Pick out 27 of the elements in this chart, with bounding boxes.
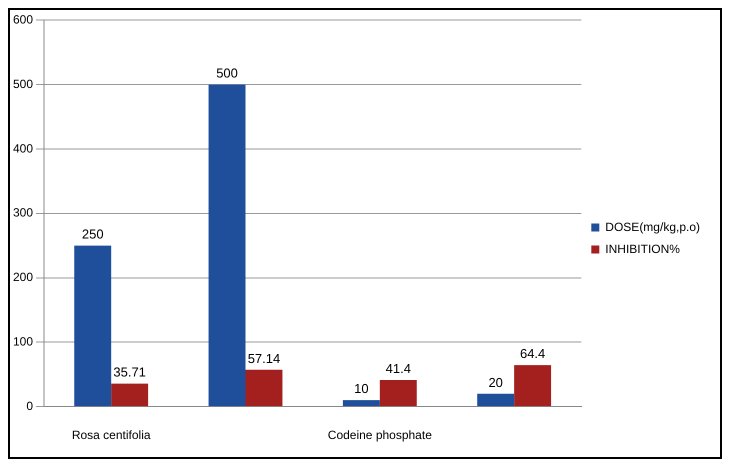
- bar: [246, 370, 282, 406]
- data-label: 35.71: [113, 364, 146, 380]
- y-tick-label: 100: [12, 334, 34, 349]
- data-label: 57.14: [248, 350, 280, 366]
- data-label: 41.4: [386, 361, 411, 376]
- data-label: 500: [216, 66, 238, 81]
- bar: [208, 84, 246, 406]
- data-label: 20: [488, 374, 503, 390]
- x-tick-label: Codeine phosphate: [328, 428, 432, 442]
- y-tick-label: 300: [12, 206, 34, 220]
- y-tick-label: 600: [12, 12, 34, 27]
- y-tick-label: 500: [12, 76, 34, 91]
- legend-label: INHIBITION%: [605, 242, 680, 256]
- y-tick-label: 200: [12, 270, 34, 284]
- bar: [380, 380, 417, 406]
- bar: [342, 400, 380, 406]
- data-label: 10: [354, 381, 369, 396]
- data-label: 64.4: [520, 346, 546, 362]
- bar: [477, 394, 514, 406]
- bar: [111, 384, 148, 406]
- y-tick-label: 0: [26, 398, 34, 413]
- x-tick-label: Rosa centifolia: [72, 428, 151, 442]
- bar: [74, 246, 112, 406]
- bar: [514, 365, 552, 406]
- data-label: 250: [82, 226, 104, 242]
- legend-label: DOSE(mg/kg,p.o): [605, 220, 700, 234]
- y-tick-label: 400: [12, 141, 34, 156]
